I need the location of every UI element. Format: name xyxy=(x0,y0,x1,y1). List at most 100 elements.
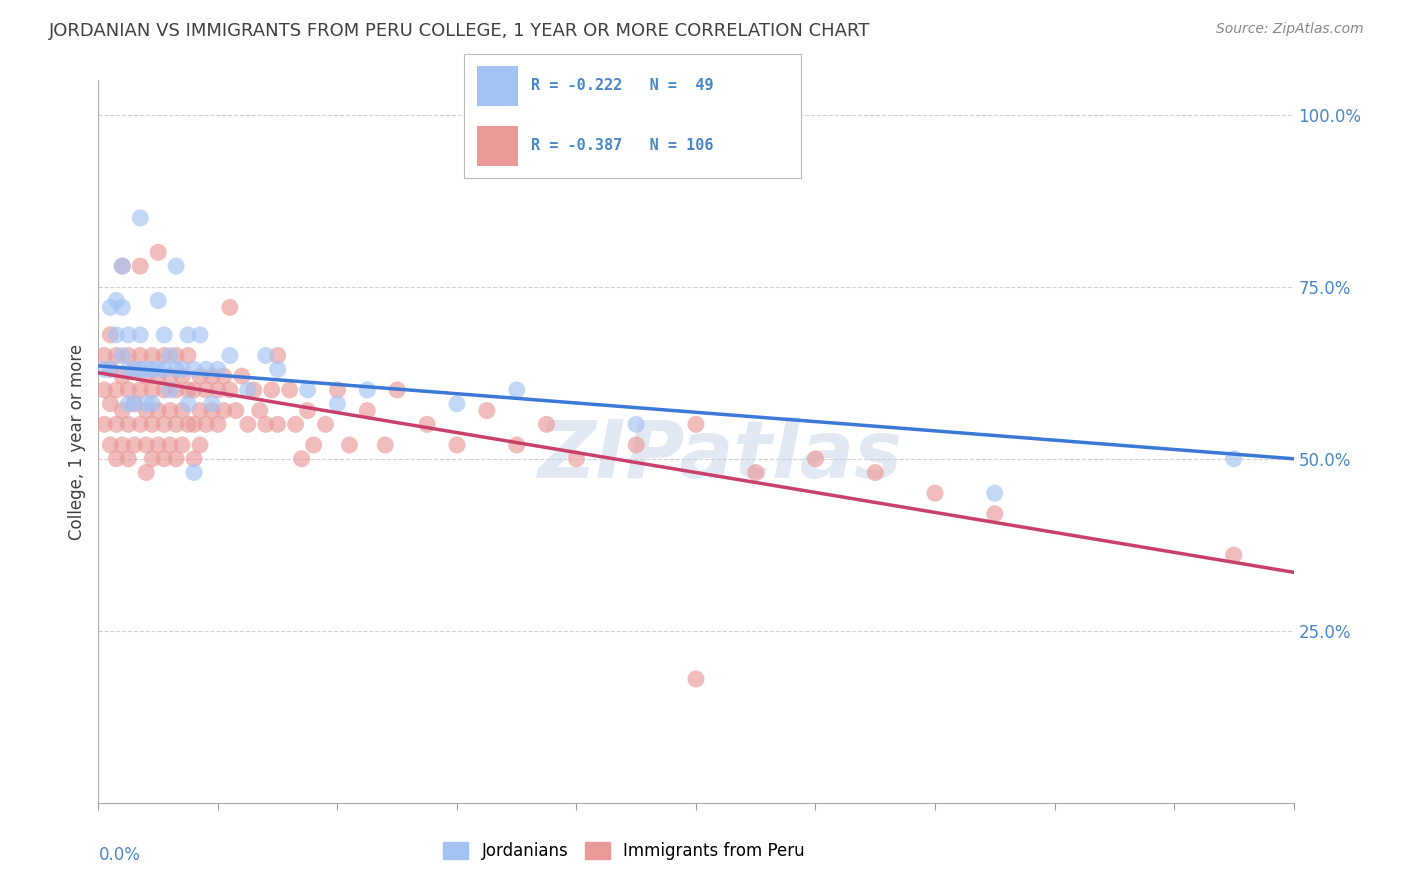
Point xyxy=(98,301,122,315)
Point xyxy=(212,403,235,417)
Point xyxy=(243,383,266,397)
Point xyxy=(105,327,128,342)
Point xyxy=(236,417,259,432)
Point xyxy=(685,672,707,686)
Point xyxy=(183,383,205,397)
Point xyxy=(165,362,187,376)
Point xyxy=(117,397,139,411)
Point xyxy=(172,438,194,452)
Point xyxy=(129,327,152,342)
Point xyxy=(117,362,139,376)
Point xyxy=(105,349,128,363)
Point xyxy=(98,397,122,411)
Point xyxy=(183,362,205,376)
Point xyxy=(177,349,200,363)
Point xyxy=(291,451,314,466)
Point xyxy=(93,383,115,397)
Point xyxy=(626,417,648,432)
Point xyxy=(148,362,170,376)
Point xyxy=(356,403,378,417)
Point xyxy=(177,417,200,432)
Point xyxy=(141,383,163,397)
Point xyxy=(254,417,277,432)
Point xyxy=(356,383,378,397)
Point xyxy=(148,293,170,308)
Point xyxy=(141,349,163,363)
Point xyxy=(98,327,122,342)
Point xyxy=(111,349,134,363)
Point xyxy=(135,362,157,376)
Point xyxy=(219,349,242,363)
Point xyxy=(212,369,235,384)
Point xyxy=(984,486,1007,500)
Point xyxy=(1223,451,1246,466)
Point xyxy=(195,417,218,432)
Point xyxy=(188,369,211,384)
Point xyxy=(506,383,529,397)
Point xyxy=(267,362,290,376)
Point xyxy=(141,451,163,466)
Point xyxy=(201,397,224,411)
Point xyxy=(267,349,290,363)
Point xyxy=(172,362,194,376)
Point xyxy=(141,397,163,411)
Point xyxy=(105,293,128,308)
Point xyxy=(159,369,181,384)
Point xyxy=(141,362,163,376)
Point xyxy=(135,438,157,452)
Point xyxy=(374,438,396,452)
Text: JORDANIAN VS IMMIGRANTS FROM PERU COLLEGE, 1 YEAR OR MORE CORRELATION CHART: JORDANIAN VS IMMIGRANTS FROM PERU COLLEG… xyxy=(49,22,870,40)
Point xyxy=(117,451,139,466)
Y-axis label: College, 1 year or more: College, 1 year or more xyxy=(67,343,86,540)
Point xyxy=(225,403,247,417)
Point xyxy=(475,403,498,417)
Point xyxy=(98,362,122,376)
Point xyxy=(315,417,337,432)
Point xyxy=(172,369,194,384)
Point xyxy=(129,259,152,273)
Point xyxy=(446,438,468,452)
Point xyxy=(685,417,707,432)
Point xyxy=(153,327,176,342)
Point xyxy=(297,403,319,417)
Point xyxy=(984,507,1007,521)
Point xyxy=(236,383,259,397)
Point xyxy=(267,417,290,432)
Point xyxy=(326,383,349,397)
Point xyxy=(117,349,139,363)
Point xyxy=(165,349,187,363)
Point xyxy=(159,403,181,417)
Point xyxy=(153,451,176,466)
Point xyxy=(745,466,768,480)
Text: R = -0.387   N = 106: R = -0.387 N = 106 xyxy=(531,138,714,153)
Point xyxy=(177,383,200,397)
Point xyxy=(124,362,146,376)
Point xyxy=(105,383,128,397)
Point xyxy=(117,417,139,432)
Point xyxy=(297,383,319,397)
Point xyxy=(129,362,152,376)
Text: ZIPatlas: ZIPatlas xyxy=(537,417,903,495)
Point xyxy=(129,383,152,397)
Point xyxy=(105,451,128,466)
Point xyxy=(219,383,242,397)
Point xyxy=(207,362,229,376)
FancyBboxPatch shape xyxy=(478,126,517,166)
Point xyxy=(129,417,152,432)
Point xyxy=(159,438,181,452)
Point xyxy=(153,349,176,363)
Point xyxy=(153,417,176,432)
Point xyxy=(111,403,134,417)
Point xyxy=(326,397,349,411)
Point xyxy=(135,403,157,417)
Point xyxy=(302,438,325,452)
Point xyxy=(93,417,115,432)
Point xyxy=(159,349,181,363)
Point xyxy=(188,403,211,417)
Point xyxy=(254,349,277,363)
Point xyxy=(201,403,224,417)
Point xyxy=(135,397,157,411)
Point xyxy=(626,438,648,452)
Point xyxy=(339,438,361,452)
Point xyxy=(506,438,529,452)
